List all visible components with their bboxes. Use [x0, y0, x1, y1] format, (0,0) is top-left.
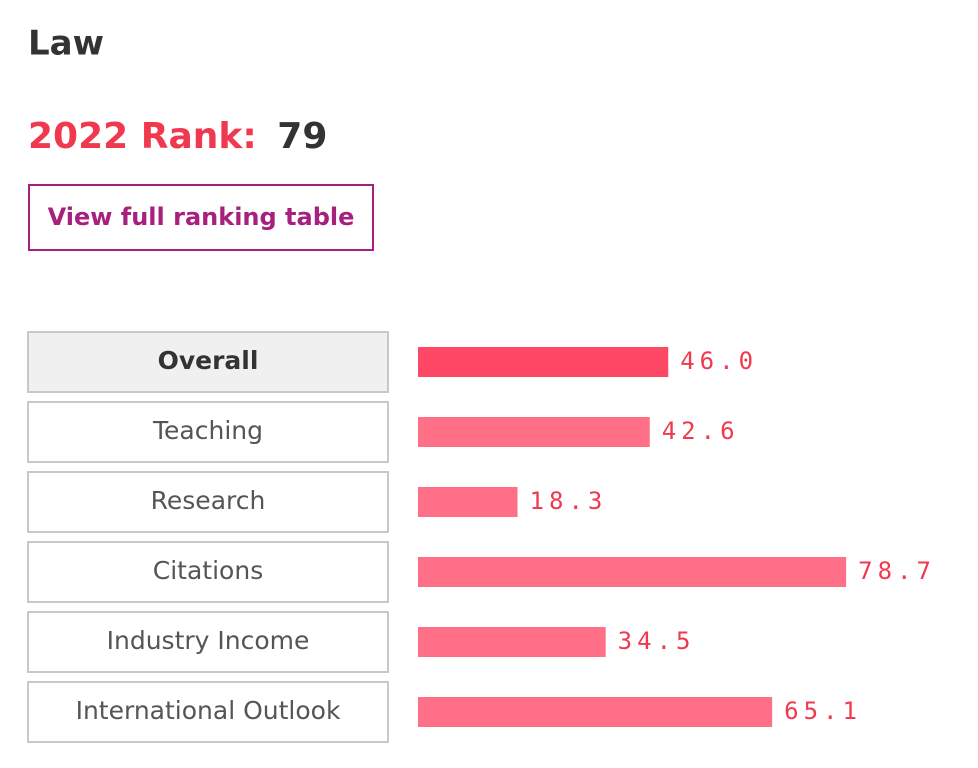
value-label: 78.7	[858, 557, 936, 585]
bar	[418, 557, 847, 587]
category-label: Industry Income	[107, 626, 310, 655]
page-title: Law	[28, 24, 104, 64]
value-label: 65.1	[784, 697, 862, 725]
value-label: 18.3	[530, 487, 608, 515]
ranking-button[interactable]: View full ranking table	[28, 184, 374, 251]
rank-value: 79	[277, 116, 327, 157]
category-tab[interactable]	[27, 331, 389, 393]
value-label: 34.5	[618, 627, 696, 655]
value-label: 46.0	[680, 347, 758, 375]
bar	[418, 697, 773, 727]
bar	[418, 627, 606, 657]
category-label: International Outlook	[76, 696, 341, 725]
category-label: Citations	[153, 556, 263, 585]
category-tab[interactable]	[27, 541, 389, 603]
button-label: View full ranking table	[48, 203, 355, 231]
bar	[418, 417, 650, 447]
category-label: Teaching	[152, 416, 263, 445]
value-label: 42.6	[662, 417, 740, 445]
button-frame	[28, 184, 374, 251]
bar	[418, 347, 669, 377]
category-tab[interactable]	[27, 681, 389, 743]
category-tab[interactable]	[27, 401, 389, 463]
category-tab[interactable]	[27, 471, 389, 533]
category-label: Overall	[158, 346, 259, 375]
category-label: Research	[151, 486, 266, 515]
bar	[418, 487, 518, 517]
category-tab[interactable]	[27, 611, 389, 673]
rank-line: 2022 Rank: 79	[28, 116, 327, 157]
rank-label: 2022 Rank:	[28, 116, 257, 157]
